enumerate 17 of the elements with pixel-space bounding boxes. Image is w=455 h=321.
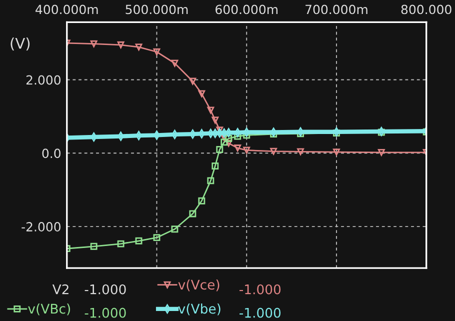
x-tick-label: 600.000m <box>216 4 278 14</box>
text: -1.000 <box>84 284 126 294</box>
legend-label: v(VBc) <box>28 304 70 316</box>
y-tick-label: 2.000 <box>26 75 60 85</box>
legend-label: v(Vbe) <box>178 304 220 316</box>
y-tick-label: -2.000 <box>22 222 60 232</box>
text: -1.000 <box>240 284 281 294</box>
y-axis-title: (V) <box>10 38 30 51</box>
x-tick-label: 500.000m <box>126 4 188 14</box>
x-tick-label: 800.000 <box>401 4 452 14</box>
text: -1.000 <box>240 308 281 318</box>
text: -1.000 <box>84 308 126 318</box>
x-tick-label: 700.000m <box>306 4 368 14</box>
x-tick-label: 400.000m <box>36 4 98 14</box>
text: V2 <box>52 284 68 294</box>
y-tick-label: 0.0 <box>42 148 60 158</box>
legend-label: v(Vce) <box>178 279 220 292</box>
